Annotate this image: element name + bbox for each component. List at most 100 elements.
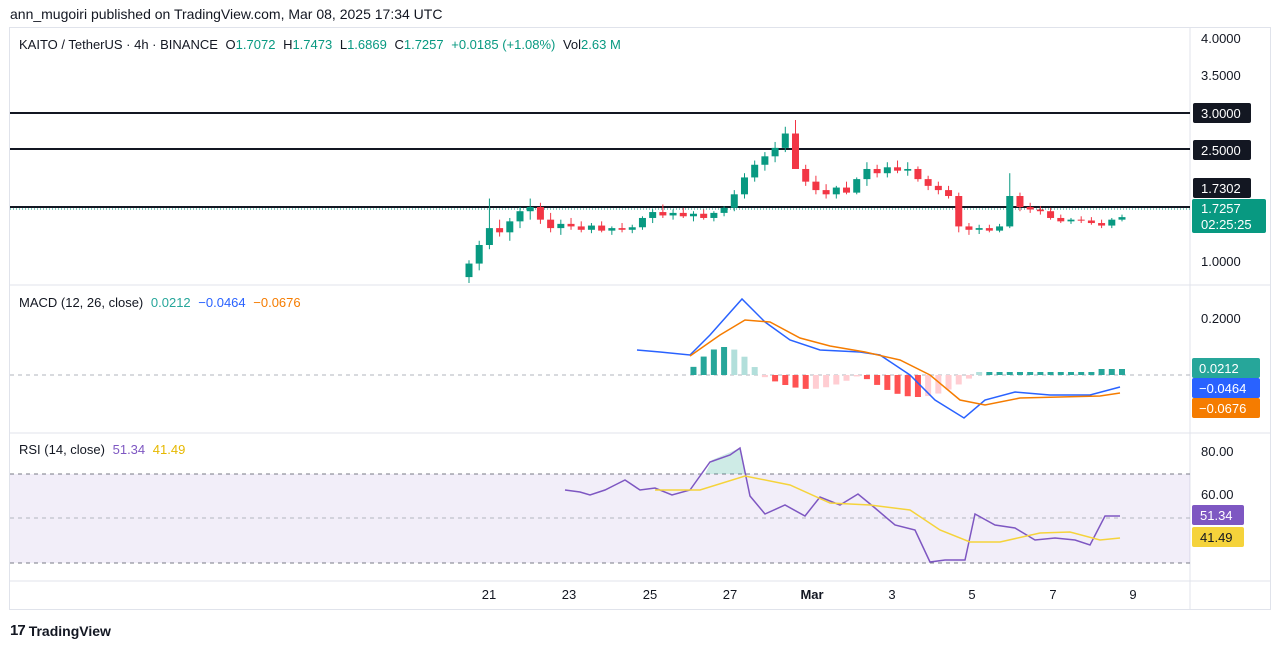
candle-up bbox=[465, 263, 473, 278]
macd-value-badge bbox=[1192, 358, 1260, 378]
price-axis-tick: 4.0000 bbox=[1201, 31, 1241, 46]
time-axis-tick: Mar bbox=[800, 587, 823, 602]
macd-histogram-bar bbox=[863, 375, 870, 380]
candle-up bbox=[669, 212, 677, 216]
ohlc-low: 1.6869 bbox=[347, 37, 387, 52]
macd-title[interactable]: MACD (12, 26, close) bbox=[19, 295, 144, 310]
rsi-overbought-fill bbox=[705, 448, 745, 474]
macd-histogram-bar bbox=[853, 375, 860, 377]
ohlc-change: +0.0185 (+1.08%) bbox=[451, 37, 556, 52]
macd-histogram-bar bbox=[812, 375, 819, 389]
macd-histogram-bar bbox=[1108, 369, 1115, 375]
symbol-label[interactable]: KAITO / TetherUS · 4h · BINANCE bbox=[19, 37, 218, 52]
macd-histogram-bar bbox=[792, 375, 799, 388]
rsi-band bbox=[10, 474, 1190, 563]
macd-line bbox=[636, 297, 1121, 419]
price-level-badge-label: 2.5000 bbox=[1201, 143, 1241, 158]
time-axis-tick: 3 bbox=[888, 587, 895, 602]
candle-down bbox=[1047, 211, 1055, 218]
candle-up bbox=[883, 167, 891, 174]
candle-up bbox=[975, 228, 983, 230]
ohlc-h-label: H bbox=[283, 37, 293, 52]
candle-down bbox=[965, 226, 973, 230]
ohlc-o-label: O bbox=[225, 37, 236, 52]
footer-brand[interactable]: TradingView bbox=[28, 622, 111, 639]
ohlc-high: 1.7473 bbox=[292, 37, 333, 52]
rsi-value-badge bbox=[1192, 505, 1244, 525]
macd-histogram-bar bbox=[1016, 372, 1023, 375]
candle-down bbox=[598, 225, 606, 231]
rsi-title[interactable]: RSI (14, close) bbox=[19, 442, 105, 457]
candle-down bbox=[1036, 209, 1044, 212]
macd-legend: MACD (12, 26, close) 0.0212 −0.0464 −0.0… bbox=[19, 295, 305, 310]
vol-label: Vol bbox=[562, 37, 582, 52]
time-axis-tick: 27 bbox=[723, 587, 737, 602]
candle-up bbox=[751, 164, 759, 178]
candle-down bbox=[1057, 217, 1065, 222]
candle-down bbox=[700, 213, 708, 218]
price-level-badge bbox=[1193, 178, 1251, 198]
macd-histogram-bar bbox=[1078, 372, 1085, 375]
candle-down bbox=[812, 181, 820, 191]
candle-down bbox=[1016, 196, 1024, 207]
macd-histogram-bar bbox=[986, 372, 993, 375]
macd-histogram-bar bbox=[1006, 372, 1013, 375]
candle-up bbox=[608, 228, 616, 231]
macd-histogram-bar bbox=[976, 372, 983, 375]
candle-up bbox=[832, 187, 840, 195]
candle-up bbox=[996, 226, 1004, 231]
candle-down bbox=[945, 190, 953, 197]
last-price-value: 1.7257 bbox=[1201, 201, 1241, 216]
tradingview-logo-icon: 17 bbox=[10, 622, 26, 639]
vol-value: 2.63 M bbox=[581, 37, 621, 52]
macd-histogram-bar bbox=[1067, 372, 1074, 375]
candle-down bbox=[914, 168, 922, 180]
macd-axis-tick: 0.2000 bbox=[1201, 311, 1241, 326]
candle-down bbox=[955, 196, 963, 227]
macd-histogram-bar bbox=[782, 375, 789, 385]
macd-histogram-bar bbox=[710, 349, 717, 375]
rsi-axis-tick: 80.00 bbox=[1201, 444, 1234, 459]
time-axis-tick: 5 bbox=[968, 587, 975, 602]
rsi-ma-line bbox=[655, 475, 1121, 543]
macd-histogram-bar bbox=[772, 375, 779, 382]
main-legend: KAITO / TetherUS · 4h · BINANCE O1.7072 … bbox=[19, 37, 625, 52]
candle-up bbox=[628, 227, 636, 230]
ohlc-c-label: C bbox=[394, 37, 404, 52]
macd-histogram-bar bbox=[894, 375, 901, 394]
macd-value-badge bbox=[1192, 398, 1260, 418]
candle-down bbox=[496, 228, 504, 233]
candle-up bbox=[730, 194, 738, 208]
candle-up bbox=[740, 177, 748, 195]
macd-histogram-bar bbox=[802, 375, 809, 389]
rsi-value-1: 51.34 bbox=[112, 442, 146, 457]
candle-up bbox=[771, 147, 779, 157]
macd-value-3: −0.0676 bbox=[253, 295, 301, 310]
candle-up bbox=[710, 212, 718, 218]
price-level-badge-label: 3.0000 bbox=[1201, 106, 1241, 121]
rsi-value-badge bbox=[1192, 527, 1244, 547]
publisher-line: ann_mugoiri published on TradingView.com… bbox=[10, 6, 443, 22]
candle-down bbox=[873, 168, 881, 174]
macd-histogram-bar bbox=[965, 375, 972, 379]
rsi-axis-tick: 60.00 bbox=[1201, 487, 1234, 502]
macd-histogram-bar bbox=[690, 366, 697, 375]
candle-up bbox=[689, 213, 697, 217]
candle-down bbox=[659, 212, 667, 216]
ohlc-open: 1.7072 bbox=[235, 37, 276, 52]
price-level-badge bbox=[1193, 103, 1251, 123]
macd-histogram-bar bbox=[1119, 369, 1125, 375]
candle-down bbox=[985, 228, 993, 231]
macd-histogram-bar bbox=[884, 375, 891, 390]
candle-down bbox=[894, 167, 902, 171]
macd-badge-label: −0.0676 bbox=[1199, 401, 1246, 416]
time-axis-tick: 21 bbox=[482, 587, 496, 602]
bar-countdown: 02:25:25 bbox=[1201, 217, 1252, 232]
macd-histogram-bar bbox=[1088, 372, 1095, 375]
candle-up bbox=[475, 244, 483, 264]
candle-up bbox=[526, 206, 534, 212]
macd-histogram-bar bbox=[1027, 372, 1034, 375]
macd-histogram-bar bbox=[1037, 372, 1044, 375]
price-level-badge-label: 1.7302 bbox=[1201, 181, 1241, 196]
